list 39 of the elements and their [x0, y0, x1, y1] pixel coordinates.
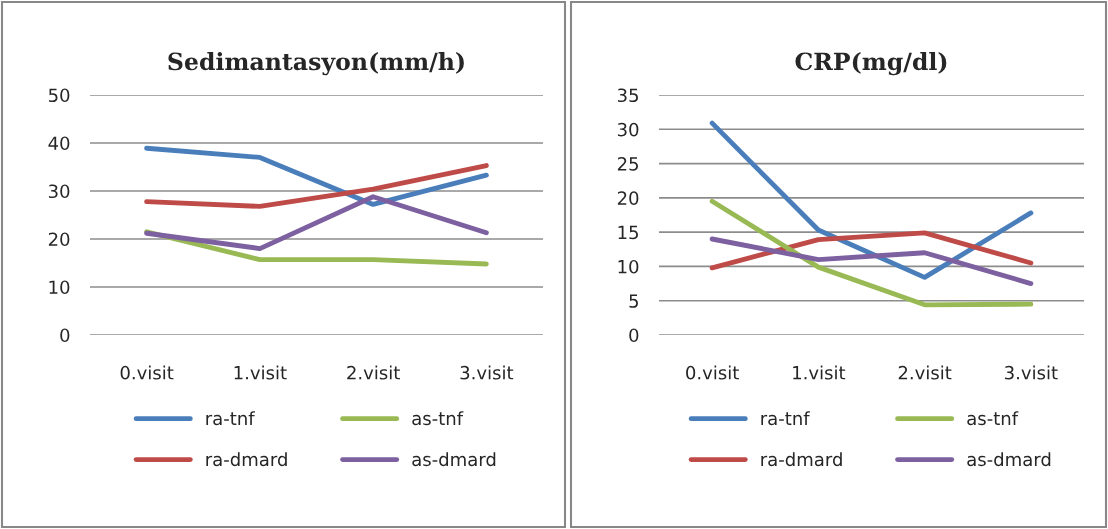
- x-tick-label: 2.visit: [898, 365, 952, 380]
- y-tick-label: 0: [60, 328, 70, 343]
- y-tick-label: 20: [48, 232, 70, 247]
- chart-title: CRP(mg/dl): [795, 52, 947, 76]
- legend-label: as-dmard: [412, 452, 496, 467]
- x-tick-label: 1.visit: [793, 365, 846, 380]
- line-series: [144, 145, 489, 207]
- y-tick-label: 10: [618, 259, 639, 274]
- legend-label: ra-dmard: [206, 452, 287, 467]
- x-tick-label: 0.visit: [686, 365, 739, 380]
- legend-label: as-dmard: [967, 452, 1051, 467]
- x-tick-label: 0.visit: [120, 365, 174, 380]
- legend-label: ra-tnf: [761, 411, 810, 426]
- line-series: [709, 198, 1034, 308]
- line-series: [709, 236, 1034, 286]
- line-series: [709, 120, 1034, 280]
- chart-title: Sedimantasyon(mm/h): [168, 52, 464, 76]
- y-tick-label: 20: [617, 191, 639, 205]
- x-tick-label: 2.visit: [347, 365, 400, 380]
- legend-label: ra-dmard: [761, 452, 842, 467]
- x-tick-label: 3.visit: [460, 365, 514, 380]
- line-series: [144, 194, 489, 252]
- y-tick-label: 10: [49, 280, 70, 295]
- legend-label: ra-tnf: [206, 411, 255, 426]
- y-tick-label: 30: [48, 184, 70, 199]
- y-tick-label: 15: [618, 225, 638, 240]
- y-tick-label: 50: [48, 88, 70, 103]
- y-tick-label: 40: [48, 136, 70, 151]
- y-tick-label: 25: [617, 157, 638, 171]
- line-series: [144, 163, 489, 209]
- x-tick-label: 3.visit: [1005, 365, 1058, 380]
- y-tick-label: 5: [629, 294, 638, 308]
- legend-label: as-tnf: [967, 411, 1019, 426]
- y-tick-label: 30: [617, 122, 639, 137]
- y-tick-label: 0: [629, 328, 639, 343]
- line-series: [709, 230, 1034, 271]
- legend-label: as-tnf: [412, 411, 464, 426]
- y-tick-label: 35: [617, 88, 638, 103]
- x-tick-label: 1.visit: [234, 365, 287, 380]
